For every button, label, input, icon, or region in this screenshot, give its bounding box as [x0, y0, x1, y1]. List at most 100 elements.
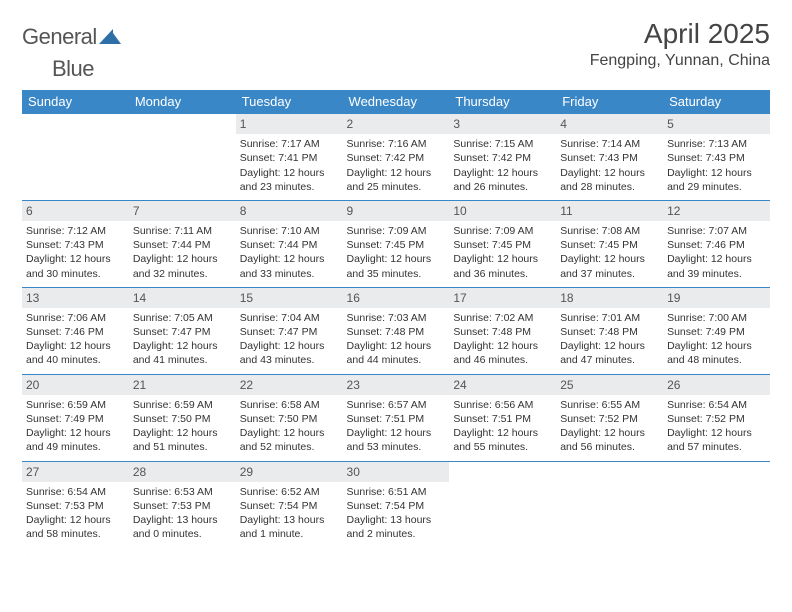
logo-word-1: General	[22, 24, 97, 50]
calendar-day-cell: 27 Sunrise: 6:54 AMSunset: 7:53 PMDayligh…	[22, 461, 129, 547]
calendar-day-cell: 6Sunrise: 7:12 AMSunset: 7:43 PMDaylight…	[22, 200, 129, 287]
calendar-day-cell: 26 Sunrise: 6:54 AMSunset: 7:52 PMDayligh…	[663, 374, 770, 461]
calendar-day-cell	[663, 461, 770, 547]
logo: General	[22, 18, 123, 50]
day-details: Sunrise: 6:59 AMSunset: 7:50 PMDaylight:…	[133, 398, 232, 455]
calendar-day-cell: 13Sunrise: 7:06 AMSunset: 7:46 PMDayligh…	[22, 287, 129, 374]
day-details: Sunrise: 7:14 AMSunset: 7:43 PMDaylight:…	[560, 137, 659, 194]
day-number: 9	[343, 201, 450, 221]
day-details: Sunrise: 7:01 AMSunset: 7:48 PMDaylight:…	[560, 311, 659, 368]
day-number: 7	[129, 201, 236, 221]
logo-triangle-icon	[99, 26, 121, 49]
day-details: Sunrise: 7:09 AMSunset: 7:45 PMDaylight:…	[453, 224, 552, 281]
day-details: Sunrise: 6:55 AMSunset: 7:52 PMDaylight:…	[560, 398, 659, 455]
day-details: Sunrise: 6:54 AMSunset: 7:53 PMDaylight:…	[26, 485, 125, 542]
day-number: 25	[556, 375, 663, 395]
day-number: 14	[129, 288, 236, 308]
calendar-day-cell: 17 Sunrise: 7:02 AMSunset: 7:48 PMDayligh…	[449, 287, 556, 374]
day-number: 20	[22, 375, 129, 395]
weekday-header: Sunday	[22, 90, 129, 114]
weekday-header: Tuesday	[236, 90, 343, 114]
day-details: Sunrise: 6:51 AMSunset: 7:54 PMDaylight:…	[347, 485, 446, 542]
calendar-day-cell: 10 Sunrise: 7:09 AMSunset: 7:45 PMDayligh…	[449, 200, 556, 287]
day-number: 16	[343, 288, 450, 308]
calendar-day-cell: 19 Sunrise: 7:00 AMSunset: 7:49 PMDayligh…	[663, 287, 770, 374]
weekday-header: Saturday	[663, 90, 770, 114]
day-details: Sunrise: 6:53 AMSunset: 7:53 PMDaylight:…	[133, 485, 232, 542]
calendar-day-cell: 24 Sunrise: 6:56 AMSunset: 7:51 PMDayligh…	[449, 374, 556, 461]
calendar-day-cell: 11Sunrise: 7:08 AMSunset: 7:45 PMDayligh…	[556, 200, 663, 287]
day-details: Sunrise: 7:09 AMSunset: 7:45 PMDaylight:…	[347, 224, 446, 281]
day-details: Sunrise: 7:13 AMSunset: 7:43 PMDaylight:…	[667, 137, 766, 194]
day-number: 23	[343, 375, 450, 395]
day-number: 2	[343, 114, 450, 134]
day-details: Sunrise: 6:56 AMSunset: 7:51 PMDaylight:…	[453, 398, 552, 455]
weekday-header: Monday	[129, 90, 236, 114]
calendar-day-cell: 25 Sunrise: 6:55 AMSunset: 7:52 PMDayligh…	[556, 374, 663, 461]
day-number: 17	[449, 288, 556, 308]
day-details: Sunrise: 7:07 AMSunset: 7:46 PMDaylight:…	[667, 224, 766, 281]
day-number: 8	[236, 201, 343, 221]
day-details: Sunrise: 6:58 AMSunset: 7:50 PMDaylight:…	[240, 398, 339, 455]
day-number: 18	[556, 288, 663, 308]
day-details: Sunrise: 7:15 AMSunset: 7:42 PMDaylight:…	[453, 137, 552, 194]
calendar-day-cell	[556, 461, 663, 547]
day-details: Sunrise: 7:17 AMSunset: 7:41 PMDaylight:…	[240, 137, 339, 194]
calendar-day-cell: 5 Sunrise: 7:13 AMSunset: 7:43 PMDaylight…	[663, 114, 770, 201]
weekday-header: Wednesday	[343, 90, 450, 114]
calendar-day-cell: 30 Sunrise: 6:51 AMSunset: 7:54 PMDayligh…	[343, 461, 450, 547]
day-number: 10	[449, 201, 556, 221]
calendar-week-row: 1 Sunrise: 7:17 AMSunset: 7:41 PMDaylight…	[22, 114, 770, 201]
day-number: 4	[556, 114, 663, 134]
day-number: 11	[556, 201, 663, 221]
calendar-table: Sunday Monday Tuesday Wednesday Thursday…	[22, 90, 770, 547]
day-number: 26	[663, 375, 770, 395]
calendar-page: General April 2025 Fengping, Yunnan, Chi…	[0, 0, 792, 565]
calendar-day-cell: 18 Sunrise: 7:01 AMSunset: 7:48 PMDayligh…	[556, 287, 663, 374]
day-details: Sunrise: 7:04 AMSunset: 7:47 PMDaylight:…	[240, 311, 339, 368]
day-number: 22	[236, 375, 343, 395]
day-number: 1	[236, 114, 343, 134]
day-details: Sunrise: 6:59 AMSunset: 7:49 PMDaylight:…	[26, 398, 125, 455]
day-details: Sunrise: 7:00 AMSunset: 7:49 PMDaylight:…	[667, 311, 766, 368]
day-details: Sunrise: 6:57 AMSunset: 7:51 PMDaylight:…	[347, 398, 446, 455]
calendar-week-row: 27 Sunrise: 6:54 AMSunset: 7:53 PMDayligh…	[22, 461, 770, 547]
calendar-day-cell: 12 Sunrise: 7:07 AMSunset: 7:46 PMDayligh…	[663, 200, 770, 287]
day-details: Sunrise: 7:03 AMSunset: 7:48 PMDaylight:…	[347, 311, 446, 368]
day-details: Sunrise: 6:52 AMSunset: 7:54 PMDaylight:…	[240, 485, 339, 542]
calendar-day-cell: 16 Sunrise: 7:03 AMSunset: 7:48 PMDayligh…	[343, 287, 450, 374]
weekday-header: Thursday	[449, 90, 556, 114]
day-number: 15	[236, 288, 343, 308]
calendar-day-cell: 2Sunrise: 7:16 AMSunset: 7:42 PMDaylight…	[343, 114, 450, 201]
calendar-day-cell: 7Sunrise: 7:11 AMSunset: 7:44 PMDaylight…	[129, 200, 236, 287]
calendar-day-cell: 15 Sunrise: 7:04 AMSunset: 7:47 PMDayligh…	[236, 287, 343, 374]
calendar-day-cell: 3Sunrise: 7:15 AMSunset: 7:42 PMDaylight…	[449, 114, 556, 201]
day-details: Sunrise: 7:12 AMSunset: 7:43 PMDaylight:…	[26, 224, 125, 281]
calendar-day-cell: 22 Sunrise: 6:58 AMSunset: 7:50 PMDayligh…	[236, 374, 343, 461]
day-details: Sunrise: 7:06 AMSunset: 7:46 PMDaylight:…	[26, 311, 125, 368]
day-number: 12	[663, 201, 770, 221]
calendar-day-cell	[449, 461, 556, 547]
day-details: Sunrise: 7:02 AMSunset: 7:48 PMDaylight:…	[453, 311, 552, 368]
day-number: 27	[22, 462, 129, 482]
day-number: 5	[663, 114, 770, 134]
calendar-day-cell: 28 Sunrise: 6:53 AMSunset: 7:53 PMDayligh…	[129, 461, 236, 547]
calendar-day-cell: 4 Sunrise: 7:14 AMSunset: 7:43 PMDaylight…	[556, 114, 663, 201]
day-details: Sunrise: 6:54 AMSunset: 7:52 PMDaylight:…	[667, 398, 766, 455]
day-number: 30	[343, 462, 450, 482]
calendar-day-cell: 8Sunrise: 7:10 AMSunset: 7:44 PMDaylight…	[236, 200, 343, 287]
calendar-day-cell: 29Sunrise: 6:52 AMSunset: 7:54 PMDayligh…	[236, 461, 343, 547]
weekday-header-row: Sunday Monday Tuesday Wednesday Thursday…	[22, 90, 770, 114]
calendar-day-cell: 9 Sunrise: 7:09 AMSunset: 7:45 PMDaylight…	[343, 200, 450, 287]
logo-word-2: Blue	[22, 56, 94, 81]
calendar-week-row: 6Sunrise: 7:12 AMSunset: 7:43 PMDaylight…	[22, 200, 770, 287]
day-number: 28	[129, 462, 236, 482]
day-number: 19	[663, 288, 770, 308]
calendar-day-cell	[129, 114, 236, 201]
day-number: 21	[129, 375, 236, 395]
day-number: 24	[449, 375, 556, 395]
calendar-day-cell	[22, 114, 129, 201]
calendar-body: 1 Sunrise: 7:17 AMSunset: 7:41 PMDaylight…	[22, 114, 770, 548]
calendar-week-row: 20 Sunrise: 6:59 AMSunset: 7:49 PMDayligh…	[22, 374, 770, 461]
calendar-day-cell: 1 Sunrise: 7:17 AMSunset: 7:41 PMDaylight…	[236, 114, 343, 201]
